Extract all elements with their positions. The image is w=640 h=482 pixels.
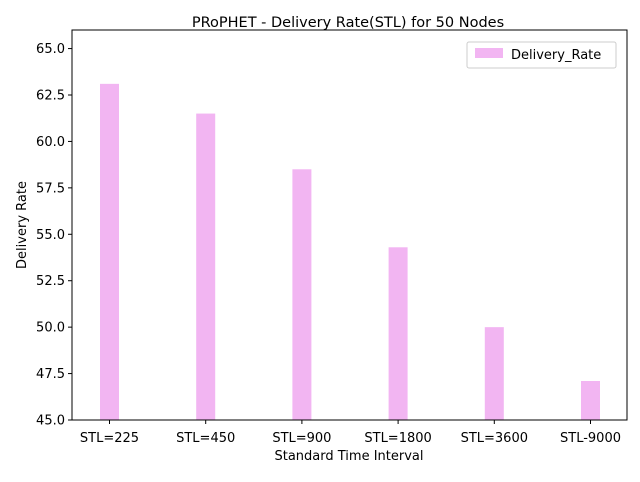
x-tick-label: STL-9000 [560,431,621,446]
plot-frame [71,29,628,421]
bar-stl-1800 [388,247,408,420]
y-tick-label: 47.5 [36,367,65,382]
x-tick-label: STL=3600 [461,431,528,446]
y-tick-label: 52.5 [36,274,65,289]
bar-stl-900 [292,169,312,420]
bar-stl-3600 [484,327,504,420]
bar-stl-450 [196,113,216,421]
x-tick-label: STL=225 [80,431,139,446]
x-axis: STL=225 STL=450 STL=900 STL=1800 STL=3600 STL… [80,420,621,446]
bar-stl-225 [100,83,119,420]
legend: Delivery_Rate [466,41,617,69]
y-tick-label: 55.0 [36,228,65,243]
y-tick-label: 60.0 [36,135,65,150]
y-tick-label: 62.5 [36,89,65,104]
chart-title: PRoPHET - Delivery Rate(STL) for 50 Node… [192,15,504,31]
legend-box [466,41,617,69]
x-tick-label: STL=900 [272,431,331,446]
y-tick-label: 45.0 [36,414,65,429]
y-axis-label: Delivery Rate [15,181,30,269]
y-axis: 45.0 47.5 50.0 52.5 55.0 57.5 60.0 62.5 65.0 [36,42,72,429]
legend-swatch [475,48,503,58]
legend-label: Delivery_Rate [511,48,601,63]
bar-stl-9000 [581,381,600,420]
y-tick-label: 50.0 [36,321,65,336]
x-tick-label: STL=1800 [364,431,431,446]
plot-area [100,83,600,421]
y-tick-label: 57.5 [36,181,65,196]
x-axis-label: Standard Time Interval [274,449,423,464]
x-tick-label: STL=450 [176,431,235,446]
y-tick-label: 65.0 [36,42,65,57]
